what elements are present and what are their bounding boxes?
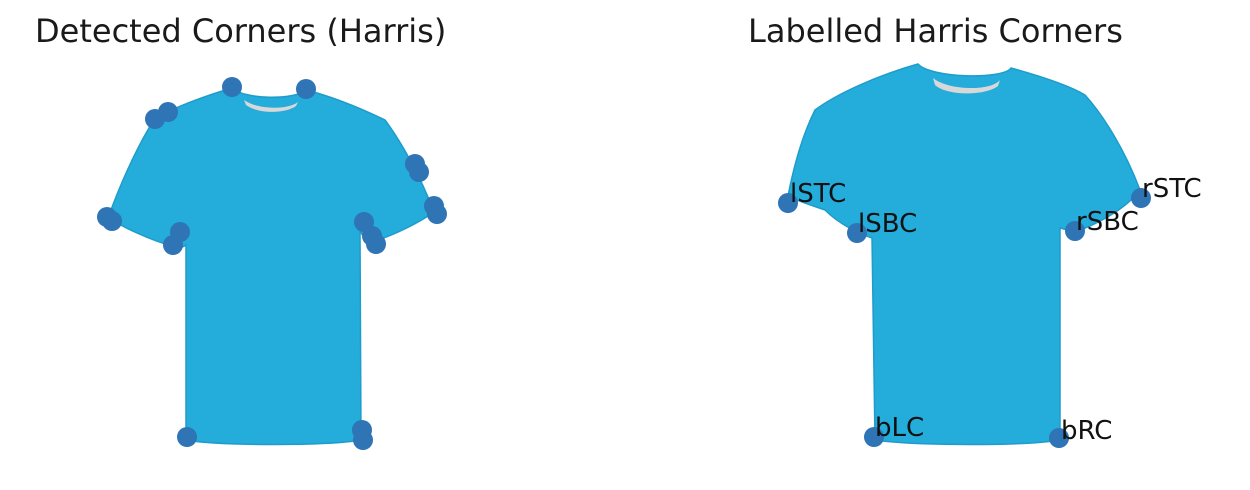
label-lSTC: lSTC [790,179,846,209]
labelled-corners-panel: Labelled Harris Corners lSTC lSBC rSTC r… [625,0,1250,490]
label-rSTC: rSTC [1142,174,1202,204]
label-bLC: bLC [875,413,924,443]
harris-corner-points [97,77,447,450]
corner-point [102,211,122,231]
corner-point [296,79,316,99]
panel-title-detected: Detected Corners (Harris) [35,12,447,50]
tshirt-body [107,87,435,446]
tshirt-body [787,63,1141,446]
panel-title-labelled: Labelled Harris Corners [748,12,1123,50]
corner-point [163,235,183,255]
corner-point-bLC [864,427,884,447]
corner-point [222,77,242,97]
corner-labels: lSTC lSBC rSTC rSBC bLC bRC [790,174,1202,446]
labelled-corners-figure: lSTC lSBC rSTC rSBC bLC bRC [778,63,1202,448]
label-rSBC: rSBC [1076,207,1139,237]
label-bRC: bRC [1061,416,1112,446]
tshirt-collar [244,100,298,112]
corner-point [427,204,447,224]
tshirt-collar [933,78,1000,94]
corner-point-rSBC [1065,221,1085,241]
corner-point [145,109,165,129]
corner-point [177,427,197,447]
labelled-corner-points [778,188,1151,448]
corner-point-rSTC [1131,188,1151,208]
label-lSBC: lSBC [858,209,917,239]
corner-point-lSBC [847,223,867,243]
tshirt-image-left [107,87,435,446]
corner-point-bRC [1049,428,1069,448]
corner-point [409,162,429,182]
corner-point-lSTC [778,193,798,213]
tshirt-image-right [787,63,1141,446]
corner-point [353,430,373,450]
detected-corners-panel: Detected Corners (Harris) [35,12,447,450]
detected-corners-figure [97,77,447,450]
corner-point [366,234,386,254]
